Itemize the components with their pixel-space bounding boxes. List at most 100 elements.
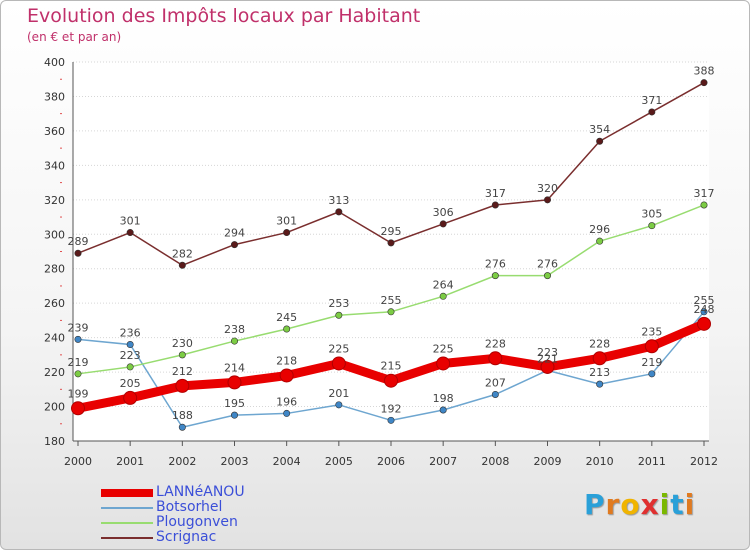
data-point <box>491 201 499 209</box>
data-label: 223 <box>537 346 558 359</box>
series-layer <box>71 79 711 431</box>
data-point <box>283 325 291 333</box>
data-point <box>488 351 503 366</box>
x-tick-label: 2001 <box>116 455 144 468</box>
axes: 180 200 220 240 260 280 300 320 340 360 380 400 2000… <box>44 56 718 468</box>
data-point <box>335 401 343 409</box>
data-point <box>178 261 186 269</box>
y-tick-label: 360 <box>44 125 65 138</box>
legend-swatch <box>101 522 153 524</box>
data-label: 195 <box>224 397 245 410</box>
data-label: 223 <box>120 349 141 362</box>
data-label: 221 <box>537 352 558 365</box>
data-label: 207 <box>485 376 506 389</box>
data-point <box>126 341 134 349</box>
data-point <box>126 229 134 237</box>
legend-label: Scrignac <box>156 529 217 545</box>
x-tick-label: 2002 <box>168 455 196 468</box>
legend-label: Plougonven <box>156 514 238 530</box>
legend-label: LANNéANOU <box>156 484 245 500</box>
data-label: 276 <box>537 258 558 271</box>
brand-letter: o <box>620 488 641 521</box>
x-tick-label: 2007 <box>429 455 457 468</box>
data-point <box>126 363 134 371</box>
data-point <box>436 356 451 371</box>
chart-subtitle: (en € et par an) <box>27 30 122 44</box>
data-point <box>596 237 604 245</box>
x-tick-label: 2005 <box>325 455 353 468</box>
data-point <box>231 241 239 249</box>
data-point <box>74 370 82 378</box>
data-point <box>335 208 343 216</box>
data-label: 201 <box>328 387 349 400</box>
data-label: 294 <box>224 227 245 240</box>
data-label: 305 <box>641 208 662 221</box>
data-point <box>543 196 551 204</box>
data-label: 282 <box>172 247 193 260</box>
x-tick-label: 2000 <box>64 455 92 468</box>
brand-letter: i <box>684 488 696 521</box>
data-label: 317 <box>694 187 715 200</box>
data-point <box>439 220 447 228</box>
data-label: 354 <box>589 123 610 136</box>
data-label: 301 <box>276 215 297 228</box>
data-label: 219 <box>68 356 89 369</box>
chart-title: Evolution des Impôts locaux par Habitant <box>27 5 421 27</box>
data-point <box>543 272 551 280</box>
brand-letter: i <box>659 488 671 521</box>
data-point <box>644 339 659 354</box>
y-tick-label: 280 <box>44 263 65 276</box>
data-label: 198 <box>433 392 454 405</box>
data-point <box>231 411 239 419</box>
data-label: 289 <box>68 235 89 248</box>
data-point <box>283 409 291 417</box>
data-point <box>596 380 604 388</box>
x-tick-label: 2003 <box>221 455 249 468</box>
y-tick-label: 380 <box>44 90 65 103</box>
data-point <box>592 351 607 366</box>
data-point <box>648 222 656 230</box>
data-point <box>227 375 242 390</box>
data-label: 225 <box>433 342 454 355</box>
data-label: 219 <box>641 356 662 369</box>
data-label: 238 <box>224 323 245 336</box>
data-point <box>540 359 555 374</box>
data-label: 253 <box>328 297 349 310</box>
data-point <box>283 229 291 237</box>
data-label: 230 <box>172 337 193 350</box>
data-point <box>178 351 186 359</box>
data-point <box>387 308 395 316</box>
x-tick-label: 2009 <box>534 455 562 468</box>
data-point <box>384 373 398 388</box>
y-tick-label: 340 <box>44 159 65 172</box>
data-point <box>387 239 395 247</box>
data-point <box>231 337 239 345</box>
data-label: 212 <box>172 365 193 378</box>
data-label: 295 <box>381 225 402 238</box>
x-tick-label: 2011 <box>638 455 666 468</box>
x-tick-label: 2006 <box>377 455 405 468</box>
data-label: 188 <box>172 409 193 422</box>
data-point <box>74 335 82 343</box>
data-label: 213 <box>589 366 610 379</box>
data-label: 255 <box>381 294 402 307</box>
data-label: 235 <box>641 325 662 338</box>
data-point <box>697 316 711 331</box>
data-label: 239 <box>68 321 89 334</box>
data-point <box>123 390 138 405</box>
y-tick-label: 400 <box>44 56 65 69</box>
data-point <box>648 108 656 116</box>
y-tick-label: 180 <box>44 435 65 448</box>
data-point <box>387 416 395 424</box>
data-label: 192 <box>381 402 402 415</box>
data-point <box>700 79 708 87</box>
y-tick-label: 200 <box>44 401 65 414</box>
data-label: 245 <box>276 311 297 324</box>
data-label: 264 <box>433 278 454 291</box>
data-point <box>71 401 85 416</box>
data-point <box>439 406 447 414</box>
data-label: 276 <box>485 258 506 271</box>
